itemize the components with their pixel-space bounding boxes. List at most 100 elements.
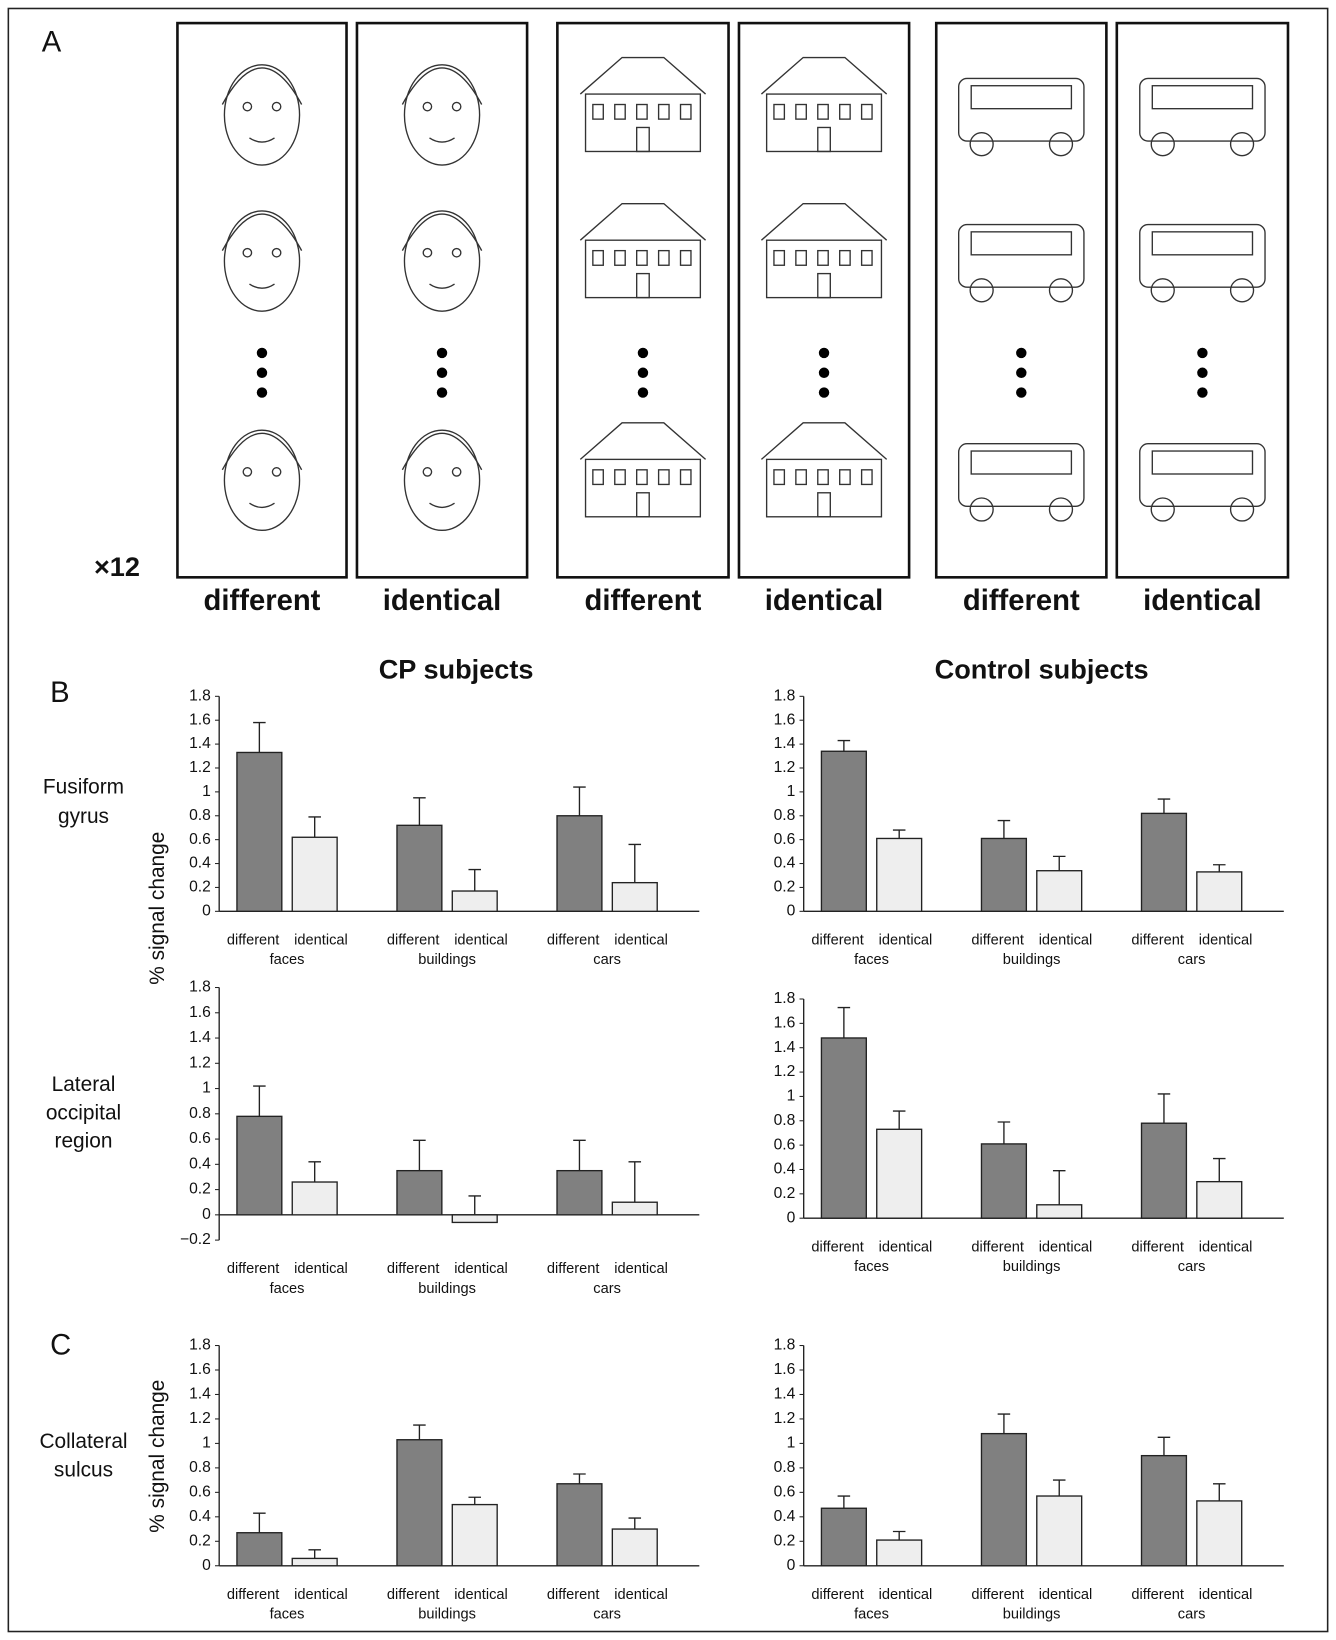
bar bbox=[292, 1182, 337, 1215]
series-label: different bbox=[387, 1261, 440, 1277]
y-tick-label: 1.2 bbox=[774, 1063, 796, 1080]
ellipsis-dot bbox=[1197, 348, 1207, 358]
bar bbox=[1142, 813, 1187, 911]
bar bbox=[981, 1434, 1026, 1566]
column-title: Control subjects bbox=[935, 653, 1149, 684]
ellipsis-dot bbox=[638, 348, 648, 358]
bar bbox=[452, 1505, 497, 1566]
bar bbox=[1037, 1496, 1082, 1566]
error-bar bbox=[1053, 856, 1066, 870]
series-label: different bbox=[387, 1587, 440, 1603]
error-bar bbox=[573, 787, 586, 816]
y-tick-label: 1.2 bbox=[189, 1410, 211, 1427]
error-bar bbox=[893, 830, 906, 838]
y-tick-label: 1.8 bbox=[189, 979, 211, 996]
y-tick-label: 0.4 bbox=[774, 1508, 796, 1525]
bar bbox=[237, 1533, 282, 1566]
error-bar bbox=[893, 1532, 906, 1541]
repeat-count: ×12 bbox=[94, 551, 140, 582]
y-tick-label: 0.2 bbox=[189, 879, 211, 896]
column-label: identical bbox=[765, 585, 884, 617]
error-bar bbox=[629, 844, 642, 882]
row-label: occipital bbox=[46, 1101, 121, 1124]
error-bar bbox=[998, 821, 1011, 839]
series-label: different bbox=[1131, 1239, 1184, 1255]
category-label: cars bbox=[593, 952, 621, 968]
row-label: gyrus bbox=[58, 805, 109, 828]
bar bbox=[877, 1540, 922, 1566]
bar bbox=[877, 1129, 922, 1218]
ellipsis-dot bbox=[819, 387, 829, 397]
y-tick-label: 1.6 bbox=[189, 1004, 211, 1021]
y-tick-label: 1 bbox=[787, 783, 796, 800]
bar bbox=[397, 1440, 442, 1566]
y-tick-label: 0.2 bbox=[774, 1532, 796, 1549]
series-label: identical bbox=[454, 932, 508, 948]
error-bar bbox=[1213, 1484, 1226, 1501]
page: A ×12 B C CP subjects Control subjects %… bbox=[0, 0, 1336, 1640]
figure: A ×12 B C CP subjects Control subjects %… bbox=[0, 0, 1336, 1640]
panel-label: C bbox=[50, 1329, 71, 1361]
error-bar bbox=[838, 741, 851, 752]
bar bbox=[612, 883, 657, 912]
ellipsis-dot bbox=[257, 368, 267, 378]
series-label: identical bbox=[294, 932, 348, 948]
category-label: buildings bbox=[1003, 1607, 1061, 1623]
series-label: different bbox=[547, 932, 600, 948]
series-label: identical bbox=[1039, 932, 1093, 948]
series-label: different bbox=[227, 932, 280, 948]
error-bar bbox=[308, 817, 321, 837]
category-label: faces bbox=[854, 952, 889, 968]
y-tick-label: 1.6 bbox=[774, 711, 796, 728]
error-bar bbox=[413, 1140, 426, 1170]
bar bbox=[397, 825, 442, 911]
y-tick-label: 0.8 bbox=[189, 1459, 211, 1476]
series-label: different bbox=[811, 1239, 864, 1255]
error-bar bbox=[308, 1550, 321, 1559]
y-tick-label: 1.2 bbox=[189, 1054, 211, 1071]
bar bbox=[1142, 1456, 1187, 1566]
column-title: CP subjects bbox=[379, 653, 534, 684]
ellipsis-dot bbox=[1016, 387, 1026, 397]
bar bbox=[1037, 871, 1082, 912]
category-label: buildings bbox=[418, 952, 476, 968]
ellipsis-dot bbox=[1197, 387, 1207, 397]
category-label: faces bbox=[854, 1259, 889, 1275]
bar bbox=[397, 1171, 442, 1215]
series-label: identical bbox=[1199, 932, 1253, 948]
y-tick-label: 1.6 bbox=[774, 1014, 796, 1031]
series-label: identical bbox=[294, 1587, 348, 1603]
y-tick-label: 0.4 bbox=[189, 1508, 211, 1525]
y-tick-label: 0.8 bbox=[189, 1105, 211, 1122]
y-tick-label: 1.8 bbox=[774, 990, 796, 1007]
stimulus-column bbox=[177, 23, 346, 577]
y-tick-label: 0.8 bbox=[189, 807, 211, 824]
series-label: identical bbox=[614, 1587, 668, 1603]
bar bbox=[557, 1171, 602, 1215]
series-label: identical bbox=[454, 1587, 508, 1603]
bar bbox=[1142, 1123, 1187, 1218]
stimulus-column bbox=[739, 23, 909, 577]
error-bar bbox=[253, 723, 266, 753]
ellipsis-dot bbox=[819, 348, 829, 358]
y-tick-label: 0.2 bbox=[774, 1185, 796, 1202]
category-label: cars bbox=[1178, 1607, 1206, 1623]
series-label: identical bbox=[1199, 1587, 1253, 1603]
error-bar bbox=[998, 1414, 1011, 1434]
category-label: faces bbox=[270, 1281, 305, 1297]
y-tick-label: 0.2 bbox=[189, 1181, 211, 1198]
y-tick-label: 1 bbox=[202, 1435, 211, 1452]
error-bar bbox=[468, 1497, 481, 1504]
ellipsis-dot bbox=[437, 348, 447, 358]
y-tick-label: 1.6 bbox=[774, 1361, 796, 1378]
y-tick-label: 1.6 bbox=[189, 1361, 211, 1378]
bar bbox=[452, 1215, 497, 1223]
error-bar bbox=[253, 1513, 266, 1533]
ellipsis-dot bbox=[1197, 368, 1207, 378]
y-tick-label: 1.8 bbox=[189, 1337, 211, 1354]
error-bar bbox=[838, 1008, 851, 1038]
category-label: buildings bbox=[418, 1281, 476, 1297]
series-label: identical bbox=[614, 1261, 668, 1277]
error-bar bbox=[1158, 1094, 1171, 1123]
y-axis-label: % signal change bbox=[146, 1380, 169, 1533]
